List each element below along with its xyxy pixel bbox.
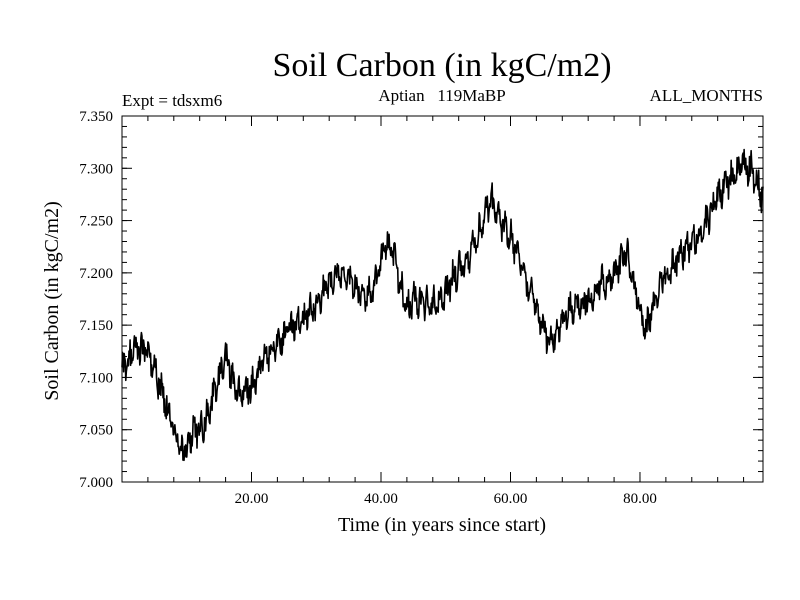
x-tick-label: 80.00 [623, 491, 657, 507]
x-tick-label: 60.00 [494, 491, 528, 507]
y-tick-label: 7.100 [79, 370, 113, 386]
y-tick-label: 7.350 [79, 109, 113, 125]
y-axis-label: Soil Carbon (in kgC/m2) [41, 201, 63, 400]
x-tick-label: 40.00 [364, 491, 398, 507]
axes: 20.00 40.00 60.00 80.00 7.000 7.050 7.100 7.150… [79, 109, 763, 507]
experiment-annotation: Expt = tdsxm6 [122, 91, 222, 110]
y-tick-label: 7.150 [79, 318, 113, 334]
x-tick-label: 20.00 [235, 491, 269, 507]
months-annotation: ALL_MONTHS [650, 86, 763, 105]
plot-frame [121, 115, 764, 483]
series-layer [121, 148, 764, 462]
series-line-soil-carbon [121, 148, 764, 462]
y-tick-label: 7.050 [79, 423, 113, 439]
chart-title: Soil Carbon (in kgC/m2) [272, 47, 611, 84]
chart-subtitle: Aptian 119MaBP [378, 86, 505, 105]
x-axis-label: Time (in years since start) [338, 514, 546, 536]
y-tick-label: 7.000 [79, 475, 113, 491]
y-tick-label: 7.200 [79, 266, 113, 282]
y-tick-label: 7.250 [79, 214, 113, 230]
y-tick-label: 7.300 [79, 161, 113, 177]
